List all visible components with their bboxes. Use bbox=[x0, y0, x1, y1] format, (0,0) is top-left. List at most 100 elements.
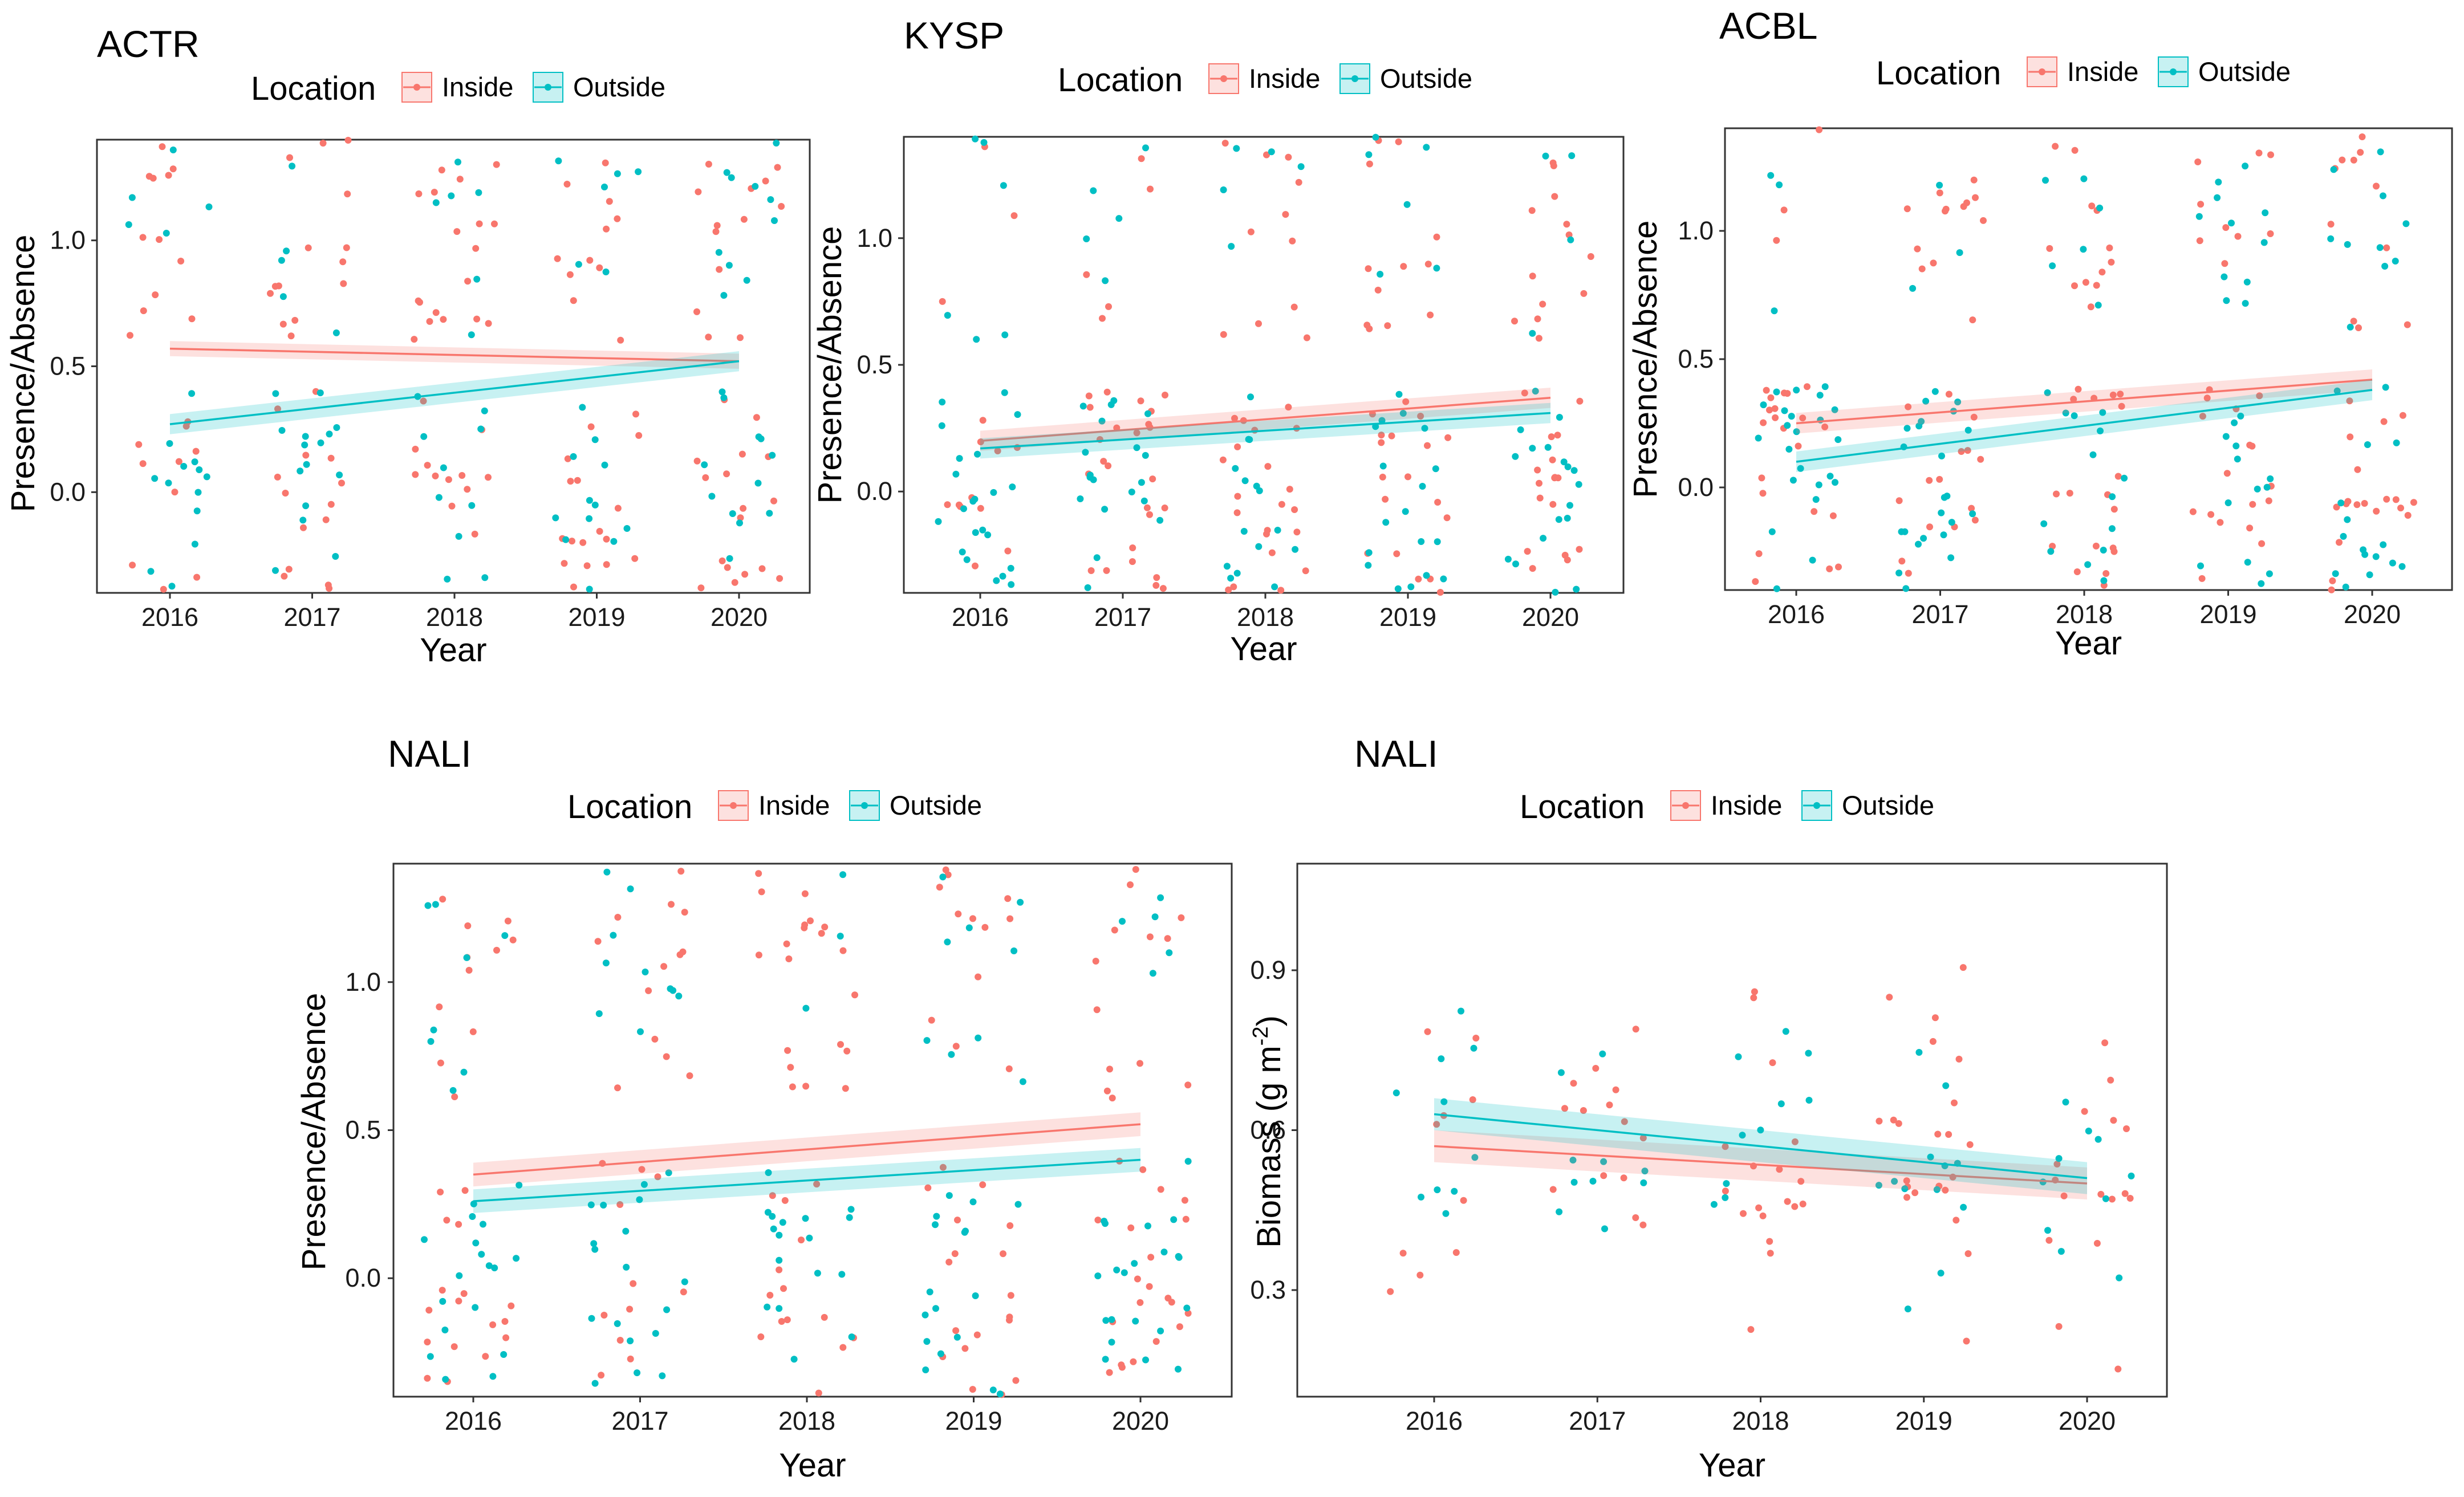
point-inside bbox=[1972, 194, 1979, 201]
point-outside bbox=[575, 261, 582, 268]
point-inside bbox=[504, 917, 512, 925]
x-tick-label: 2020 bbox=[1522, 603, 1579, 632]
point-inside bbox=[1365, 265, 1372, 272]
point-outside bbox=[1378, 417, 1386, 424]
point-inside bbox=[1162, 392, 1168, 398]
point-outside bbox=[1432, 465, 1439, 473]
point-outside bbox=[1564, 463, 1572, 470]
point-outside bbox=[1393, 1089, 1400, 1097]
y-axis-title: Presence/Absence bbox=[1627, 221, 1664, 498]
point-inside bbox=[2267, 151, 2274, 158]
point-outside bbox=[1969, 510, 1976, 518]
point-inside bbox=[1769, 1059, 1776, 1067]
legend-title: Location bbox=[251, 70, 376, 107]
point-inside bbox=[1576, 397, 1584, 405]
point-inside bbox=[2198, 575, 2206, 582]
point-inside bbox=[1225, 586, 1232, 593]
point-outside bbox=[974, 450, 981, 458]
point-outside bbox=[2044, 1227, 2051, 1234]
point-outside bbox=[2221, 273, 2228, 280]
point-inside bbox=[783, 940, 790, 947]
point-inside bbox=[1182, 1215, 1190, 1223]
point-outside bbox=[1504, 555, 1512, 563]
point-outside bbox=[1927, 1153, 1934, 1161]
point-inside bbox=[1387, 1288, 1394, 1295]
x-axis-title: Year bbox=[2055, 625, 2122, 662]
point-inside bbox=[424, 1374, 431, 1382]
point-inside bbox=[1146, 1283, 1153, 1290]
point-inside bbox=[1759, 490, 1767, 497]
panel-title: ACBL bbox=[1719, 5, 1817, 47]
point-inside bbox=[753, 414, 760, 421]
point-inside bbox=[267, 290, 274, 297]
point-outside bbox=[1438, 1055, 1445, 1063]
point-inside bbox=[778, 203, 785, 210]
point-outside bbox=[2094, 1136, 2102, 1143]
point-inside bbox=[602, 159, 609, 166]
point-inside bbox=[944, 501, 951, 509]
point-outside bbox=[806, 1234, 813, 1242]
point-outside bbox=[1710, 1201, 1718, 1208]
point-inside bbox=[1958, 448, 1965, 455]
plot-area bbox=[1724, 127, 2453, 591]
point-outside bbox=[1403, 201, 1411, 208]
point-outside bbox=[586, 515, 593, 522]
point-outside bbox=[1395, 390, 1403, 398]
point-inside bbox=[1767, 394, 1775, 401]
point-outside bbox=[663, 1306, 671, 1313]
point-inside bbox=[1951, 1099, 1958, 1107]
point-inside bbox=[464, 922, 472, 929]
point-inside bbox=[815, 1389, 822, 1397]
point-outside bbox=[1240, 528, 1248, 535]
point-inside bbox=[192, 448, 200, 455]
point-inside bbox=[1161, 505, 1168, 511]
point-inside bbox=[1147, 1254, 1155, 1261]
point-outside bbox=[1569, 1157, 1577, 1164]
point-inside bbox=[977, 505, 984, 512]
point-outside bbox=[480, 1221, 486, 1228]
point-inside bbox=[432, 309, 440, 316]
point-outside bbox=[1297, 163, 1305, 170]
point-inside bbox=[1804, 383, 1811, 390]
point-outside bbox=[586, 497, 593, 504]
point-outside bbox=[169, 147, 177, 153]
point-inside bbox=[1903, 1194, 1910, 1201]
point-outside bbox=[937, 1350, 944, 1357]
point-outside bbox=[1915, 1049, 1923, 1056]
point-inside bbox=[2347, 433, 2354, 441]
y-tick-label: 0.0 bbox=[1678, 473, 1714, 502]
point-outside bbox=[1901, 528, 1909, 535]
point-inside bbox=[758, 565, 766, 572]
point-inside bbox=[1580, 290, 1588, 297]
point-outside bbox=[1512, 453, 1519, 460]
point-outside bbox=[1739, 1132, 1746, 1139]
point-inside bbox=[567, 478, 574, 485]
point-outside bbox=[168, 583, 176, 590]
point-inside bbox=[1382, 495, 1389, 503]
point-inside bbox=[460, 1290, 468, 1297]
y-tick-label: 1.0 bbox=[856, 223, 892, 253]
point-inside bbox=[1535, 335, 1542, 342]
point-inside bbox=[1780, 206, 1788, 214]
point-inside bbox=[1886, 994, 1893, 1001]
point-outside bbox=[2344, 516, 2351, 523]
point-outside bbox=[470, 1200, 477, 1207]
point-outside bbox=[728, 174, 735, 181]
point-inside bbox=[1433, 1121, 1440, 1128]
point-outside bbox=[723, 169, 730, 176]
point-inside bbox=[2070, 396, 2077, 403]
point-inside bbox=[436, 1003, 443, 1011]
point-inside bbox=[1561, 551, 1569, 559]
point-outside bbox=[623, 525, 631, 532]
point-inside bbox=[1971, 516, 1979, 524]
point-inside bbox=[1436, 589, 1444, 596]
point-outside bbox=[1144, 1222, 1151, 1230]
point-inside bbox=[1606, 1101, 1613, 1109]
point-outside bbox=[1093, 554, 1101, 562]
point-inside bbox=[1004, 547, 1012, 555]
point-outside bbox=[191, 540, 198, 548]
point-inside bbox=[1960, 203, 1967, 210]
point-outside bbox=[1128, 489, 1135, 495]
point-inside bbox=[2114, 1365, 2122, 1373]
x-tick-label: 2019 bbox=[945, 1406, 1002, 1435]
